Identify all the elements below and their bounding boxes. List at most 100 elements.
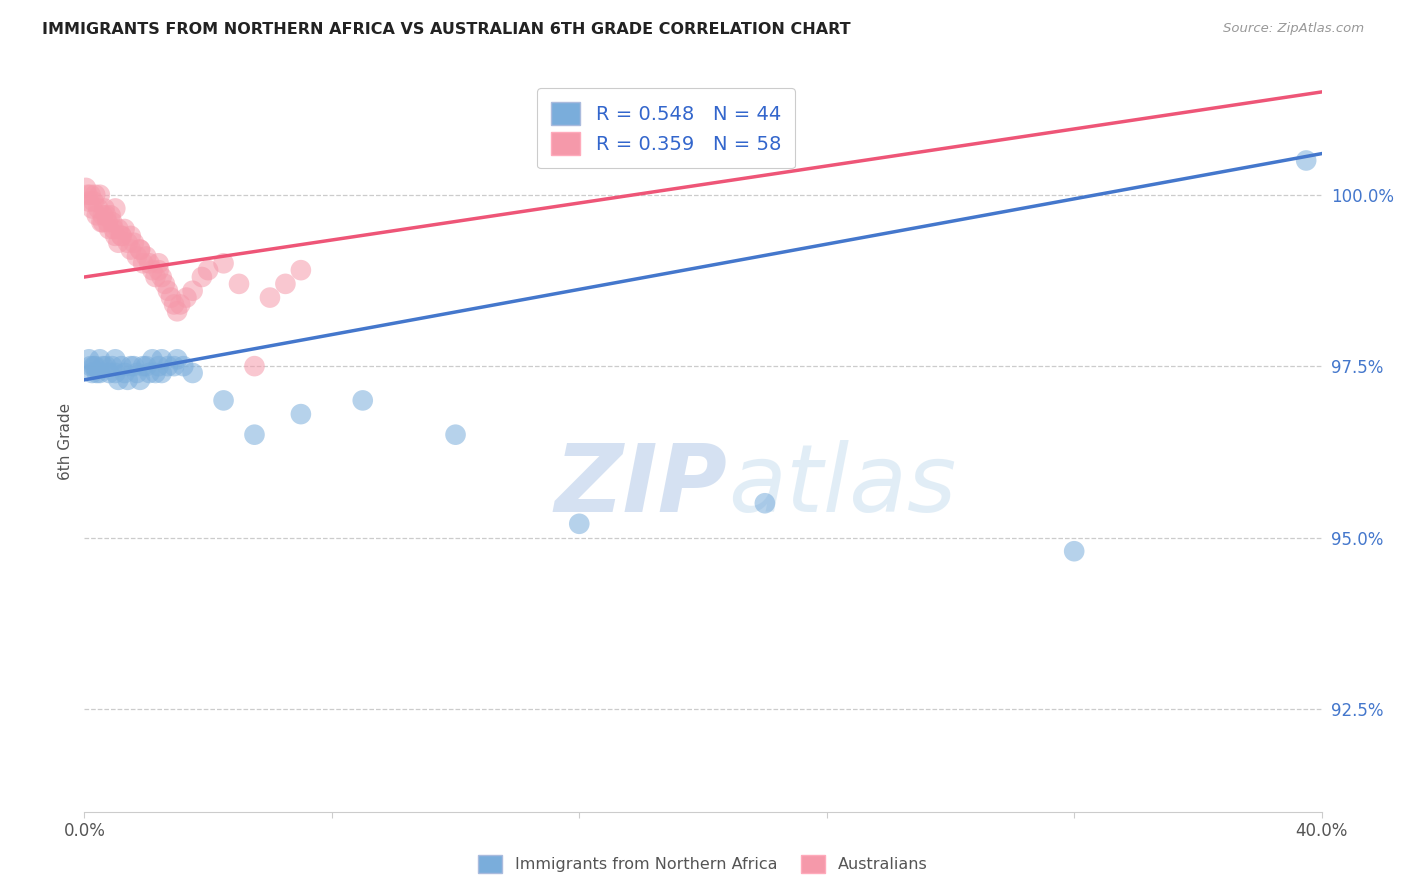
Point (172, 359, 194, 373)
Point (110, 228, 132, 243)
Point (104, 202, 127, 216)
Point (169, 297, 191, 311)
Point (212, 256, 235, 270)
Point (191, 270, 214, 285)
Y-axis label: 6th Grade: 6th Grade (58, 403, 73, 480)
Point (89, 187, 111, 202)
Point (212, 393, 235, 408)
Point (77, 352, 100, 367)
Point (1063, 544, 1085, 558)
Point (104, 352, 127, 367)
Point (120, 243, 142, 257)
Point (145, 366, 167, 380)
Point (156, 359, 179, 373)
Text: ZIP: ZIP (555, 440, 728, 532)
Point (243, 427, 266, 442)
Point (166, 352, 188, 367)
Point (160, 291, 183, 305)
Point (107, 222, 129, 236)
Point (148, 263, 170, 277)
Point (125, 250, 148, 264)
Point (79, 187, 101, 202)
Point (754, 496, 776, 510)
Point (104, 228, 127, 243)
Point (122, 359, 145, 373)
Point (150, 270, 173, 285)
Point (120, 228, 142, 243)
Point (110, 228, 132, 243)
Point (90, 215, 112, 229)
Point (197, 263, 219, 277)
Point (76, 187, 98, 202)
Point (181, 366, 204, 380)
Point (77, 194, 100, 209)
Point (117, 235, 139, 250)
Point (125, 366, 148, 380)
Point (290, 263, 312, 277)
Point (1295, 153, 1317, 168)
Point (141, 263, 163, 277)
Point (94, 208, 117, 222)
Point (83, 359, 105, 373)
Text: Source: ZipAtlas.com: Source: ZipAtlas.com (1223, 22, 1364, 36)
Point (228, 277, 250, 291)
Point (100, 208, 122, 222)
Point (117, 373, 139, 387)
Point (135, 250, 157, 264)
Point (86, 208, 108, 222)
Point (132, 359, 155, 373)
Point (107, 235, 129, 250)
Point (98, 222, 121, 236)
Point (138, 366, 160, 380)
Legend: Immigrants from Northern Africa, Australians: Immigrants from Northern Africa, Austral… (472, 848, 934, 880)
Point (148, 359, 170, 373)
Point (86, 366, 108, 380)
Point (94, 359, 117, 373)
Point (91, 215, 114, 229)
Point (153, 277, 176, 291)
Point (91, 359, 114, 373)
Point (145, 270, 167, 285)
Point (290, 407, 312, 421)
Point (129, 243, 152, 257)
Point (97, 215, 120, 229)
Point (75, 181, 97, 195)
Point (274, 277, 297, 291)
Point (181, 284, 204, 298)
Point (163, 359, 186, 373)
Point (135, 359, 157, 373)
Point (141, 352, 163, 367)
Legend: R = 0.548   N = 44, R = 0.359   N = 58: R = 0.548 N = 44, R = 0.359 N = 58 (537, 88, 794, 169)
Point (150, 366, 173, 380)
Point (101, 215, 124, 229)
Point (259, 291, 281, 305)
Point (82, 202, 104, 216)
Point (568, 516, 591, 531)
Point (150, 352, 173, 367)
Point (89, 352, 111, 367)
Point (83, 194, 105, 209)
Point (156, 284, 179, 298)
Point (110, 359, 132, 373)
Point (114, 366, 136, 380)
Point (104, 366, 127, 380)
Point (91, 208, 114, 222)
Point (82, 366, 104, 380)
Point (79, 359, 101, 373)
Point (122, 235, 145, 250)
Point (84, 359, 107, 373)
Point (352, 393, 374, 408)
Point (132, 256, 155, 270)
Point (166, 304, 188, 318)
Text: IMMIGRANTS FROM NORTHERN AFRICA VS AUSTRALIAN 6TH GRADE CORRELATION CHART: IMMIGRANTS FROM NORTHERN AFRICA VS AUSTR… (42, 22, 851, 37)
Point (129, 243, 152, 257)
Point (243, 359, 266, 373)
Point (103, 222, 125, 236)
Point (84, 187, 107, 202)
Point (129, 373, 152, 387)
Text: atlas: atlas (728, 441, 956, 532)
Point (89, 366, 111, 380)
Point (101, 359, 124, 373)
Point (93, 202, 115, 216)
Point (444, 427, 467, 442)
